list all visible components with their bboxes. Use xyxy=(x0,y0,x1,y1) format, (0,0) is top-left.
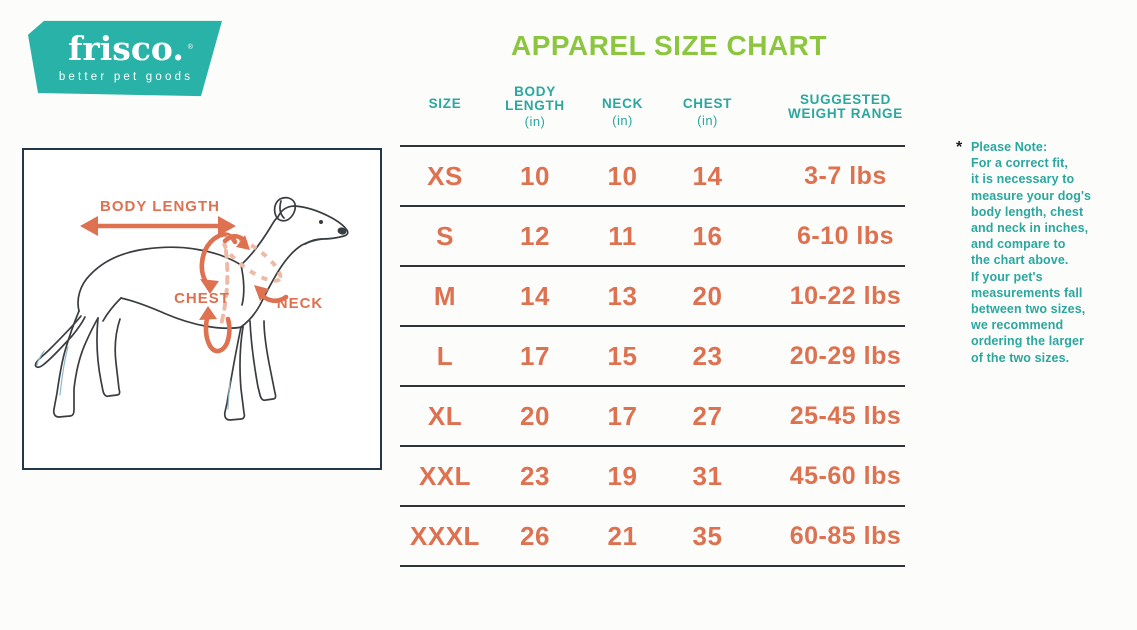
cell-body_length: 12 xyxy=(520,220,550,251)
cell-chest: 31 xyxy=(692,460,723,491)
table-row: XL 20 17 27 25-45 lbs xyxy=(400,387,905,447)
cell-chest: 16 xyxy=(692,220,723,251)
cell-size: XL xyxy=(427,400,463,431)
table-row: XXXL 26 21 35 60-85 lbs xyxy=(400,507,905,567)
header-line: SUGGESTED xyxy=(799,92,892,107)
header-unit: (in) xyxy=(524,114,546,129)
cell-neck: 21 xyxy=(607,520,638,551)
cell-body_length: 14 xyxy=(520,280,550,311)
size-table: SIZE BODY LENGTH (in) NECK (in) CHEST (i… xyxy=(400,84,905,567)
neck-girth-arrows xyxy=(222,233,289,304)
cell-size: L xyxy=(436,340,454,371)
dog-outline-illustration: BODY LENGTH CHEST NECK xyxy=(34,196,349,421)
cell-body_length: 10 xyxy=(520,160,550,191)
trademark-symbol: ® xyxy=(187,44,193,51)
cell-body_length: 23 xyxy=(520,460,550,491)
column-header-body-length: BODY LENGTH (in) xyxy=(490,84,580,145)
cell-neck: 15 xyxy=(607,340,638,371)
cell-weight: 10-22 lbs xyxy=(789,281,902,310)
cell-chest: 35 xyxy=(692,520,723,551)
column-header-neck: NECK (in) xyxy=(580,84,665,145)
table-row: S 12 11 16 6-10 lbs xyxy=(400,207,905,267)
cell-neck: 13 xyxy=(607,280,638,311)
size-table-rows: XS 10 10 14 3-7 lbs S 12 11 16 6-10 lbs M 14 13 20 10-… xyxy=(400,147,905,567)
header-unit: (in) xyxy=(697,112,718,128)
cell-neck: 10 xyxy=(607,160,638,191)
table-row: M 14 13 20 10-22 lbs xyxy=(400,267,905,327)
cell-body_length: 26 xyxy=(520,520,550,551)
cell-neck: 17 xyxy=(607,400,638,431)
chest-label: CHEST xyxy=(174,290,230,307)
cell-weight: 60-85 lbs xyxy=(789,521,902,550)
note-asterisk: * xyxy=(956,139,963,156)
brand-name: frisco. ® xyxy=(68,29,193,68)
cell-body_length: 17 xyxy=(520,340,550,371)
brand-wordmark: frisco. xyxy=(68,29,184,68)
cell-body_length: 20 xyxy=(520,400,550,431)
dog-eye xyxy=(319,220,323,224)
cell-neck: 19 xyxy=(607,460,638,491)
table-row: XS 10 10 14 3-7 lbs xyxy=(400,147,905,207)
cell-weight: 45-60 lbs xyxy=(789,461,902,490)
body-length-label: BODY LENGTH xyxy=(100,198,220,215)
header-line: LENGTH xyxy=(505,97,565,113)
cell-size: M xyxy=(433,280,457,311)
header-line: CHEST xyxy=(682,96,733,111)
brand-tagline: better pet goods xyxy=(58,71,194,83)
cell-size: S xyxy=(436,220,454,251)
column-header-size: SIZE xyxy=(400,84,490,145)
header-line: SIZE xyxy=(428,96,462,111)
cell-size: XXXL xyxy=(410,520,480,551)
dog-measurement-diagram: BODY LENGTH CHEST NECK xyxy=(22,148,382,470)
header-line: BODY xyxy=(514,84,556,99)
table-row: XXL 23 19 31 45-60 lbs xyxy=(400,447,905,507)
neck-label: NECK xyxy=(277,295,324,312)
table-row: L 17 15 23 20-29 lbs xyxy=(400,327,905,387)
page-title: APPAREL SIZE CHART xyxy=(511,30,827,61)
chest-girth-dashed xyxy=(219,249,230,327)
size-table-header: SIZE BODY LENGTH (in) NECK (in) CHEST (i… xyxy=(400,84,905,147)
cell-chest: 23 xyxy=(692,340,723,371)
cell-chest: 27 xyxy=(692,400,723,431)
header-line: NECK xyxy=(601,96,644,111)
cell-weight: 6-10 lbs xyxy=(796,221,895,250)
column-header-chest: CHEST (in) xyxy=(665,84,750,145)
column-header-weight-range: SUGGESTED WEIGHT RANGE xyxy=(750,84,905,145)
cell-neck: 11 xyxy=(608,220,637,251)
dog-nose xyxy=(337,227,347,235)
header-line: WEIGHT RANGE xyxy=(788,105,903,121)
frisco-logo: frisco. ® better pet goods xyxy=(28,20,222,97)
cell-weight: 3-7 lbs xyxy=(804,161,887,190)
cell-size: XXL xyxy=(418,460,472,491)
neck-girth-dashed xyxy=(221,235,283,283)
cell-chest: 14 xyxy=(692,160,723,191)
cell-weight: 20-29 lbs xyxy=(789,341,902,370)
body-length-arrow xyxy=(80,216,236,236)
cell-size: XS xyxy=(427,160,463,191)
cell-chest: 20 xyxy=(692,280,723,311)
cell-weight: 25-45 lbs xyxy=(789,401,902,430)
note-text: Please Note: For a correct fit, it is ne… xyxy=(971,140,1092,365)
header-unit: (in) xyxy=(612,112,633,128)
